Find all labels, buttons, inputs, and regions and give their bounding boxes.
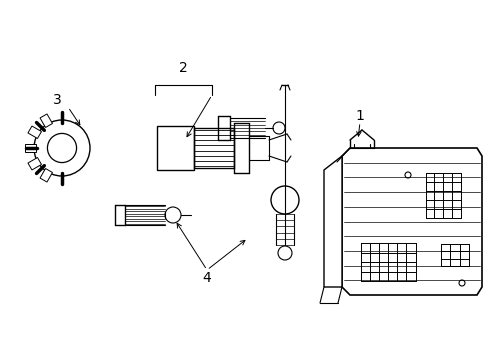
Text: 1: 1 xyxy=(355,109,364,123)
Text: 3: 3 xyxy=(53,93,61,107)
Polygon shape xyxy=(341,148,481,295)
Circle shape xyxy=(272,122,285,134)
Polygon shape xyxy=(157,126,194,170)
Polygon shape xyxy=(40,114,52,127)
Polygon shape xyxy=(25,144,36,152)
Polygon shape xyxy=(28,158,41,170)
Polygon shape xyxy=(40,168,52,182)
Text: 2: 2 xyxy=(179,61,187,75)
Circle shape xyxy=(164,207,181,223)
Circle shape xyxy=(270,186,298,214)
Polygon shape xyxy=(28,126,41,139)
Circle shape xyxy=(278,246,291,260)
Text: 4: 4 xyxy=(202,271,211,285)
Polygon shape xyxy=(324,156,341,287)
